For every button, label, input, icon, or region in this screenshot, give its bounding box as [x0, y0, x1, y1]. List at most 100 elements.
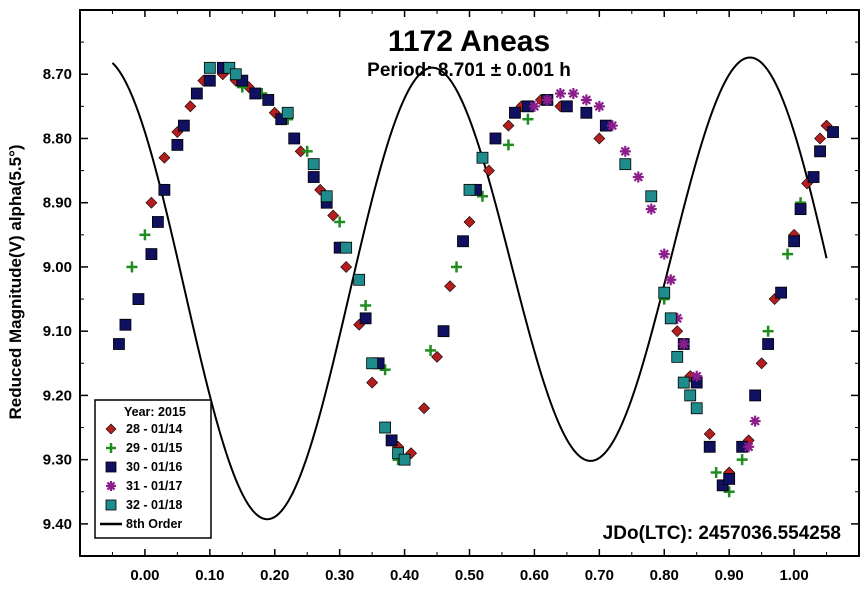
square-point	[113, 338, 125, 350]
fit-curve-group	[111, 56, 828, 521]
square-point	[794, 203, 807, 216]
square-point	[807, 171, 820, 183]
x-tick-label: 0.50	[455, 567, 484, 584]
square-point	[307, 171, 320, 183]
plus-point	[301, 145, 313, 157]
square-point	[320, 190, 333, 203]
diamond-point	[145, 196, 158, 209]
diamond-point	[814, 132, 826, 145]
square-point	[463, 183, 476, 196]
plus-point	[736, 454, 748, 466]
diamond-point	[755, 357, 768, 370]
square-point	[353, 273, 366, 286]
y-tick-label: 8.90	[43, 195, 72, 212]
legend-entry-label: 32 - 01/18	[126, 498, 182, 512]
jd-annotation: JDo(LTC): 2457036.554258	[603, 523, 841, 544]
square-point	[223, 61, 236, 74]
square-point	[119, 318, 132, 331]
asterisk-point	[632, 171, 644, 183]
asterisk-arm	[679, 339, 689, 349]
asterisk-arm	[607, 120, 617, 131]
square-point	[476, 151, 489, 164]
plus-point	[425, 344, 437, 356]
asterisk-point	[580, 94, 592, 106]
square-point	[145, 248, 158, 260]
diamond-point	[105, 423, 117, 435]
asterisk-point	[541, 94, 553, 106]
asterisk-point	[528, 100, 540, 112]
plus-point	[723, 486, 735, 498]
square-point	[749, 389, 762, 402]
square-point	[171, 138, 184, 151]
y-tick-label: 8.80	[43, 130, 72, 147]
diamond-point	[483, 164, 495, 177]
asterisk-arm	[555, 88, 566, 99]
square-point	[359, 312, 372, 325]
y-tick-label: 9.40	[43, 516, 72, 533]
square-point	[509, 106, 521, 119]
legend-entry-label: 8th Order	[126, 517, 182, 531]
x-tick-label: 0.30	[325, 567, 354, 584]
data-points	[113, 61, 839, 498]
diamond-point	[294, 145, 307, 158]
asterisk-arm	[666, 275, 676, 285]
square-point	[229, 68, 242, 81]
square-point	[132, 293, 145, 305]
asterisk-point	[749, 415, 761, 427]
square-point	[457, 235, 469, 248]
plus-point	[126, 261, 138, 273]
plus-point	[476, 190, 488, 202]
square-point	[788, 235, 800, 248]
asterisk-point	[106, 481, 116, 491]
diamond-point	[671, 325, 684, 338]
square-point	[671, 350, 684, 363]
square-point	[340, 241, 353, 254]
legend-title: Year: 2015	[124, 405, 186, 419]
asterisk-arm	[581, 95, 592, 105]
square-point	[275, 113, 288, 126]
square-point	[392, 447, 404, 460]
square-point	[437, 325, 450, 338]
square-point	[385, 434, 398, 447]
diamond-point	[158, 151, 171, 164]
fit-curve	[111, 56, 828, 521]
square-point	[177, 119, 190, 132]
asterisk-point	[619, 145, 631, 157]
legend: Year: 2015 28 - 01/14 29 - 01/15 30 - 01/1…	[94, 399, 212, 539]
square-point	[619, 158, 632, 171]
square-point	[827, 126, 839, 138]
square-point	[677, 376, 690, 389]
square-point	[158, 183, 171, 196]
diamond-point	[502, 119, 515, 132]
diamond-point	[327, 209, 340, 222]
asterisk-point	[691, 370, 703, 382]
plus-point	[139, 229, 151, 241]
y-tick-label: 8.70	[43, 66, 72, 83]
asterisk-arm	[106, 481, 116, 491]
x-axis-ticks: 0.00 0.10 0.20 0.30 0.40 0.50 0.60 0.70 0.80 0.90…	[111, 10, 828, 584]
plus-point	[379, 364, 391, 376]
square-point	[105, 461, 117, 473]
asterisk-point	[743, 441, 755, 453]
asterisk-arm	[594, 101, 605, 112]
square-point	[690, 402, 703, 415]
plus-point	[106, 443, 116, 453]
square-point	[398, 453, 411, 466]
x-tick-label: 1.00	[779, 567, 808, 584]
x-tick-label: 0.10	[195, 567, 224, 584]
square-point	[762, 338, 775, 350]
x-tick-label: 0.60	[520, 567, 549, 584]
square-point	[658, 286, 671, 299]
y-tick-label: 9.00	[43, 259, 72, 276]
square-point	[203, 61, 216, 74]
square-point	[281, 106, 294, 119]
square-point	[249, 87, 262, 100]
x-tick-label: 0.40	[390, 567, 419, 584]
asterisk-point	[645, 203, 657, 215]
y-axis-label: Reduced Magnitude(V) alpha(5.5°)	[6, 144, 25, 419]
asterisk-point	[658, 248, 670, 260]
plus-point	[710, 466, 722, 478]
asterisk-arm	[568, 88, 579, 99]
diamond-point	[444, 280, 456, 293]
y-tick-label: 9.20	[43, 387, 72, 404]
